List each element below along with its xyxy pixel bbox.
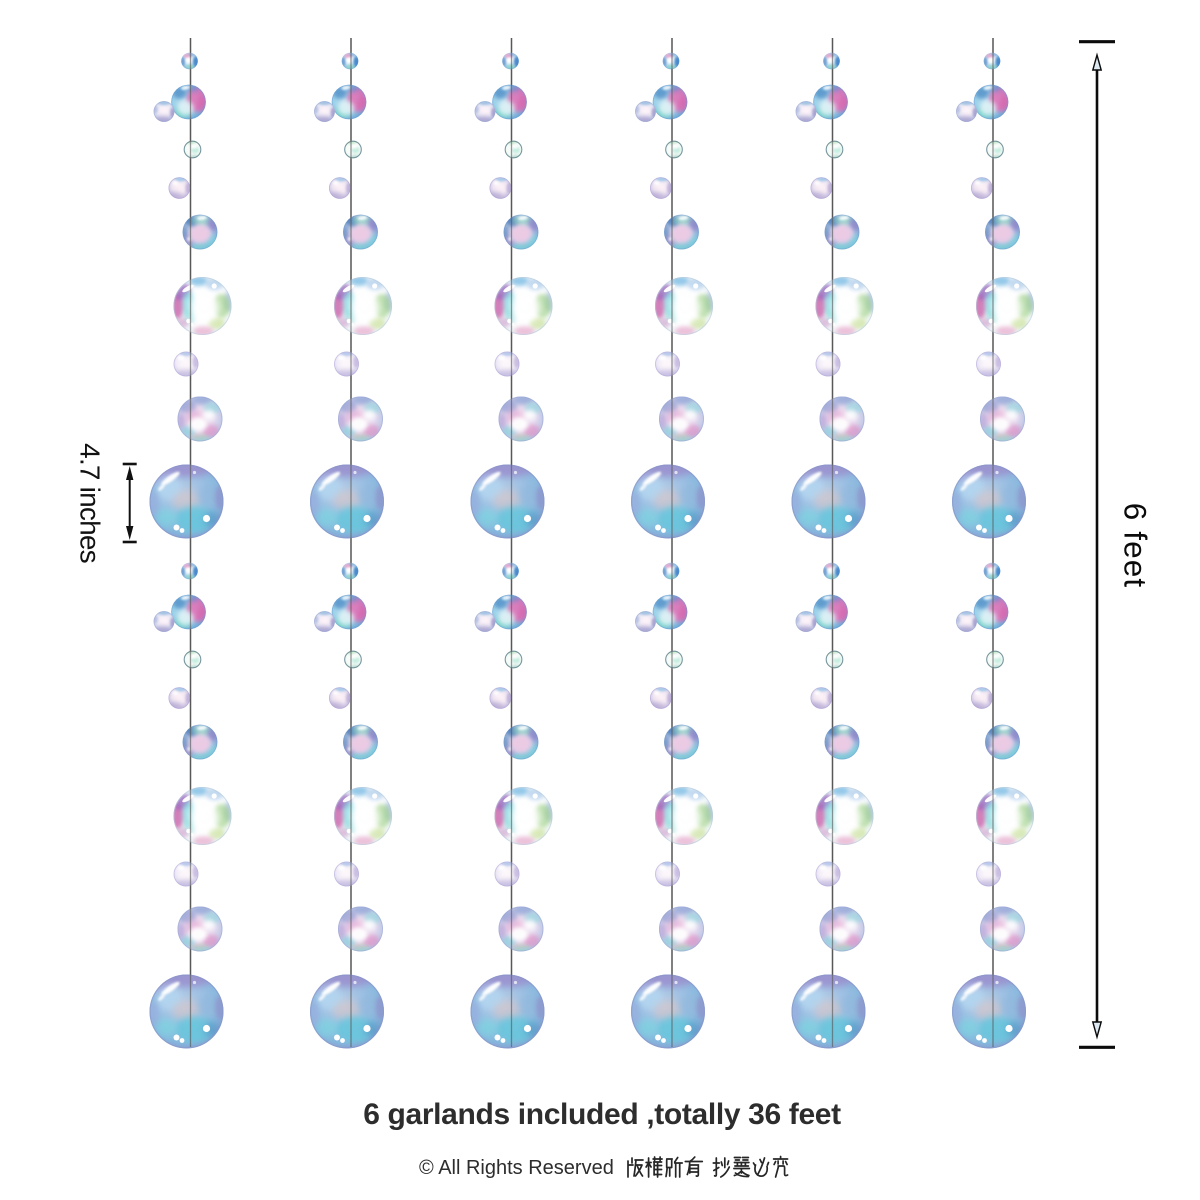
svg-text:6 garlands included ,totally 3: 6 garlands included ,totally 36 feet — [363, 1098, 841, 1131]
svg-text:4.7 inches: 4.7 inches — [75, 443, 106, 563]
svg-text:© All Rights Reserved: © All Rights Reserved — [419, 1157, 614, 1179]
svg-text:6 feet: 6 feet — [1118, 503, 1154, 588]
